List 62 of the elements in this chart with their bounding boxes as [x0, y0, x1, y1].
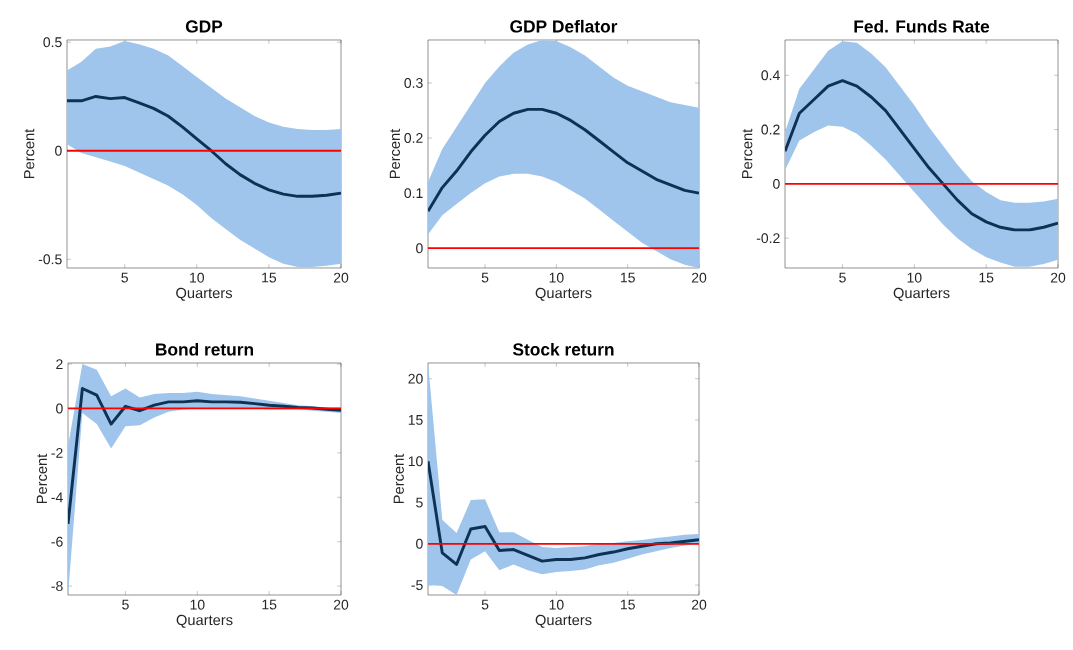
- line-series: [428, 107, 700, 213]
- x-tick-label: 5: [481, 599, 489, 610]
- y-axis-title: Percent: [393, 453, 404, 504]
- x-axis-title: Quarters: [176, 614, 233, 628]
- x-tick-label: 10: [549, 599, 564, 610]
- y-tick-label: -8: [51, 581, 63, 592]
- x-tick-label: 5: [839, 272, 846, 283]
- x-tick-label: 10: [190, 599, 205, 610]
- chart-title: GDP Deflator: [510, 19, 618, 33]
- y-tick-label: -0.5: [38, 254, 62, 265]
- x-axis-title: Quarters: [535, 614, 592, 628]
- y-axis-title: Percent: [389, 128, 401, 179]
- x-tick-label: 10: [190, 272, 205, 283]
- x-tick-label: 15: [979, 272, 994, 283]
- chart-title: Stock return: [512, 342, 614, 356]
- x-tick-label: 15: [620, 272, 635, 283]
- line-series: [68, 387, 341, 526]
- x-tick-label: 15: [620, 599, 635, 610]
- y-axis-title: Percent: [36, 453, 48, 504]
- y-tick-label: 0.5: [43, 37, 62, 48]
- x-tick-label: 5: [121, 272, 128, 283]
- x-tick-label: 15: [262, 599, 277, 610]
- x-tick-label: 20: [1050, 272, 1066, 283]
- x-tick-label: 20: [691, 272, 707, 283]
- y-tick-label: -0.2: [756, 233, 780, 244]
- x-axis-title: Quarters: [893, 287, 950, 301]
- y-tick-label: 0: [56, 403, 63, 414]
- x-axis-title: Quarters: [535, 287, 592, 301]
- y-axis-title: Percent: [742, 128, 753, 179]
- x-tick-label: 5: [122, 599, 129, 610]
- y-tick-label: 2: [56, 359, 63, 369]
- y-tick-label: 15: [408, 415, 423, 425]
- y-tick-label: 0.4: [761, 70, 780, 81]
- y-tick-label: 0: [416, 243, 423, 254]
- y-tick-label: 5: [416, 497, 423, 508]
- chart-title: GDP: [185, 20, 223, 33]
- x-tick-label: 5: [481, 272, 489, 283]
- line-series: [785, 79, 1059, 232]
- x-tick-label: 10: [549, 272, 564, 283]
- y-tick-label: 0: [416, 538, 423, 549]
- x-tick-label: 10: [907, 272, 922, 283]
- line-series: [67, 94, 342, 198]
- y-tick-label: 0.1: [404, 188, 423, 199]
- x-tick-label: 20: [333, 599, 349, 610]
- x-tick-label: 20: [691, 599, 707, 610]
- y-tick-label: 0.3: [404, 78, 423, 88]
- x-tick-label: 20: [333, 272, 349, 283]
- y-tick-label: -2: [51, 448, 63, 458]
- y-tick-label: 20: [408, 373, 423, 384]
- y-tick-label: 0.2: [761, 124, 780, 135]
- y-tick-label: -4: [51, 492, 63, 503]
- x-axis-title: Quarters: [176, 287, 232, 301]
- y-tick-label: 0.2: [404, 133, 423, 143]
- y-tick-label: -5: [411, 580, 423, 590]
- y-axis-title: Percent: [24, 128, 35, 179]
- chart-title: Bond return: [156, 342, 253, 356]
- x-tick-label: 15: [262, 272, 277, 283]
- y-tick-label: 0: [773, 178, 780, 189]
- y-tick-label: 0: [55, 145, 62, 156]
- y-tick-label: 10: [408, 456, 423, 467]
- chart-title: Fed. Funds Rate: [854, 19, 990, 33]
- y-tick-label: -6: [51, 536, 63, 547]
